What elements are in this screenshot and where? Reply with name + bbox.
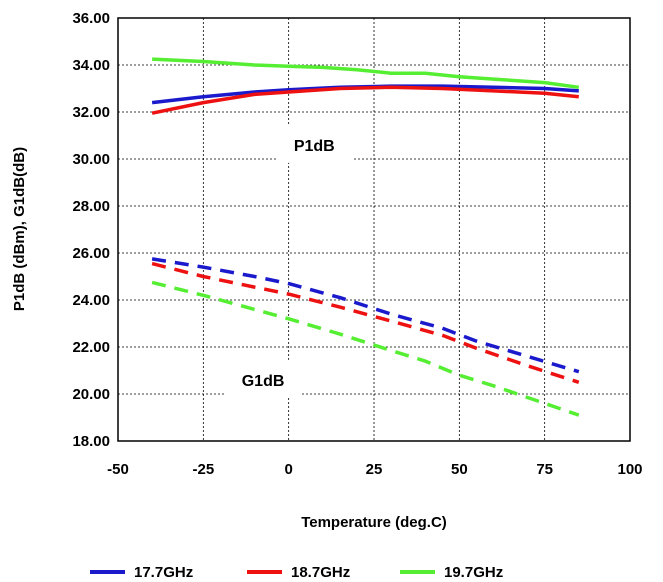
y-axis-label: P1dB (dBm), G1dB(dB) bbox=[11, 147, 28, 311]
series-line-g1db-18-7ghz bbox=[151, 261, 580, 384]
plot-area-frame bbox=[117, 17, 631, 442]
x-tick-label: 75 bbox=[536, 461, 553, 478]
legend-label: 18.7GHz bbox=[291, 564, 350, 581]
series-line-g1db-19-7ghz bbox=[151, 280, 580, 417]
x-axis-label: Temperature (deg.C) bbox=[301, 514, 447, 531]
x-tick-label: 0 bbox=[284, 461, 292, 478]
annotation-box bbox=[276, 124, 353, 163]
y-tick-labels: 18.00 20.00 22.00 24.00 26.00 28.00 30.00 32.00… bbox=[72, 10, 110, 450]
y-tick-label: 20.00 bbox=[72, 386, 110, 403]
y-tick-label: 34.00 bbox=[72, 57, 110, 74]
legend: 17.7GHz 18.7GHz 19.7GHz bbox=[90, 564, 503, 581]
y-tick-label: 22.00 bbox=[72, 339, 110, 356]
annotation-label: G1dB bbox=[242, 373, 285, 390]
y-tick-label: 32.00 bbox=[72, 104, 110, 121]
series-line-g1db-17-7ghz bbox=[151, 257, 580, 374]
y-tick-label: 36.00 bbox=[72, 10, 110, 27]
x-tick-label: 100 bbox=[617, 461, 642, 478]
y-tick-label: 30.00 bbox=[72, 151, 110, 168]
x-tick-labels: -50 -25 0 25 50 75 100 bbox=[107, 461, 642, 478]
y-tick-label: 24.00 bbox=[72, 292, 110, 309]
y-tick-label: 26.00 bbox=[72, 245, 110, 262]
annotation-box bbox=[225, 359, 302, 398]
x-tick-label: 50 bbox=[451, 461, 468, 478]
annotation-label: P1dB bbox=[294, 138, 335, 155]
legend-label: 19.7GHz bbox=[444, 564, 503, 581]
legend-label: 17.7GHz bbox=[134, 564, 193, 581]
gridlines bbox=[118, 18, 630, 441]
x-tick-label: 25 bbox=[366, 461, 383, 478]
series-layer bbox=[151, 57, 580, 417]
x-tick-label: -50 bbox=[107, 461, 129, 478]
y-tick-label: 28.00 bbox=[72, 198, 110, 215]
y-tick-label: 18.00 bbox=[72, 433, 110, 450]
series-line-p1db-19-7ghz bbox=[152, 57, 580, 90]
annotations: P1dB G1dB bbox=[225, 124, 353, 398]
x-tick-label: -25 bbox=[192, 461, 214, 478]
series-line-p1db-18-7ghz bbox=[151, 85, 579, 115]
